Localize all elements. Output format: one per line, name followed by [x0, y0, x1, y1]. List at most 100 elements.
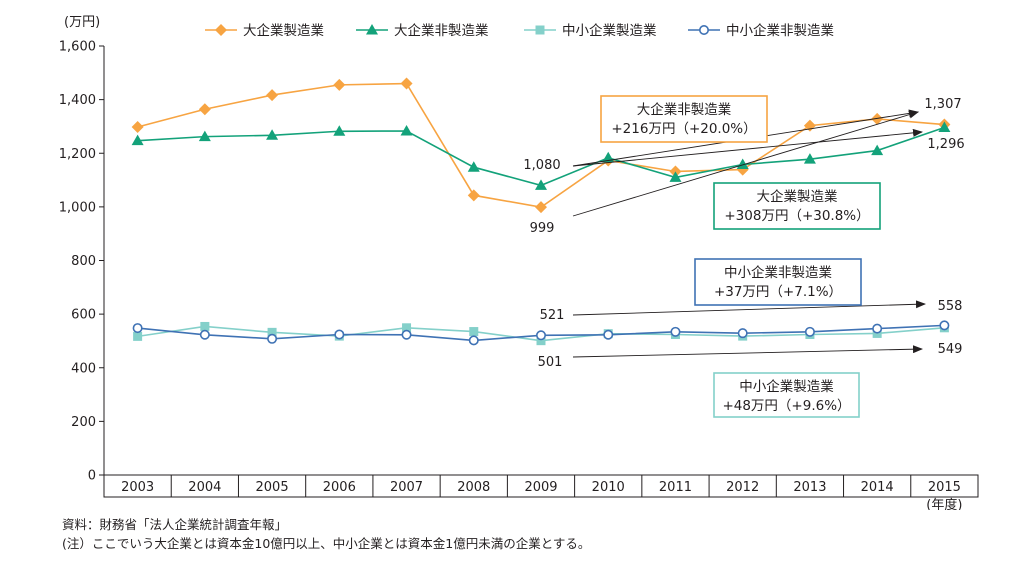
change-arrow: [572, 345, 923, 358]
change-box: [600, 95, 768, 143]
value-label: 1,296: [927, 137, 964, 152]
diamond-marker: [215, 24, 227, 36]
diamond-marker: [131, 120, 144, 133]
value-label: 999: [530, 221, 555, 236]
triangle-marker: [736, 158, 749, 170]
circle-marker: [199, 329, 210, 340]
change-box-title: 中小企業製造業: [739, 378, 834, 395]
change-box-value: +216万円（+20.0%）: [611, 121, 756, 137]
x-tick-label: 2011: [659, 480, 692, 495]
change-box: [713, 372, 860, 418]
square-marker: [469, 327, 479, 337]
square-marker: [402, 323, 412, 333]
value-label: 558: [938, 299, 963, 314]
square-marker: [200, 321, 210, 331]
circle-marker: [603, 329, 614, 340]
change-box-title: 中小企業非製造業: [724, 264, 832, 281]
footnote: (注）ここでいう大企業とは資本金10億円以上、中小企業とは資本金1億円未満の企業…: [62, 536, 591, 551]
value-label: 1,307: [924, 97, 961, 112]
triangle-marker: [803, 153, 816, 164]
change-box-title: 大企業非製造業: [637, 101, 732, 118]
x-tick-label: 2009: [524, 480, 557, 495]
axes: 0 200 400 600 800 1,000 1,200 1,400 1,600 2003 200…: [59, 15, 979, 510]
x-tick-label: 2007: [390, 480, 423, 495]
square-marker: [536, 336, 546, 346]
circle-marker: [939, 320, 950, 331]
triangle-marker: [535, 179, 547, 190]
x-tick-label: 2013: [793, 480, 826, 495]
square-marker: [133, 331, 143, 341]
y-tick-label: 600: [71, 308, 96, 323]
triangle-marker: [131, 134, 144, 146]
x-tick-label: 2014: [861, 480, 894, 495]
x-axis-band: [103, 474, 979, 498]
y-tick-label: 1,000: [59, 200, 96, 215]
x-tick-label: 2012: [726, 480, 759, 495]
change-arrow: [572, 110, 919, 217]
triangle-marker: [400, 124, 413, 136]
legend-label: 中小企業非製造業: [726, 22, 834, 39]
circle-marker: [334, 329, 345, 340]
y-tick-label: 1,200: [59, 147, 96, 162]
circle-marker: [698, 24, 709, 35]
triangle-marker: [938, 121, 951, 133]
square-marker: [535, 25, 545, 35]
circle-marker: [267, 333, 278, 344]
square-marker: [267, 327, 277, 337]
change-box: [694, 258, 862, 306]
change-arrow: [572, 300, 926, 316]
x-tick-label: 2008: [457, 480, 490, 495]
triangle-marker: [333, 125, 346, 136]
change-box-title: 大企業製造業: [757, 188, 838, 205]
source-note: 資料：財務省「法人企業統計調査年報」: [62, 517, 288, 532]
diamond-marker: [535, 201, 547, 214]
y-tick-label: 1,400: [59, 93, 96, 108]
circle-marker: [535, 330, 546, 341]
legend-label: 大企業製造業: [243, 22, 324, 39]
circle-marker: [670, 326, 681, 337]
change-arrow: [572, 128, 923, 167]
diamond-marker: [266, 89, 279, 102]
y-axis-unit-label: (万円): [64, 15, 100, 30]
value-label: 521: [540, 308, 565, 323]
x-tick-label: 2015: [928, 480, 961, 495]
circle-marker: [401, 329, 412, 340]
diamond-marker: [871, 112, 884, 125]
y-tick-label: 200: [71, 415, 96, 430]
x-tick-label: 2010: [592, 480, 625, 495]
x-tick-label: 2005: [256, 480, 289, 495]
diamond-marker: [400, 77, 413, 90]
value-label: 501: [538, 355, 563, 370]
change-box-value: +37万円（+7.1%）: [714, 284, 842, 300]
value-label: 549: [938, 342, 963, 357]
triangle-marker: [871, 144, 884, 156]
annotations: 1,307 1,296 1,080 999 521 558 501 549 大企業非製造業 +21…: [523, 95, 965, 418]
line-chart: 0 200 400 600 800 1,000 1,200 1,400 1,600 2003 200…: [59, 15, 979, 510]
series-line: [137, 126, 945, 187]
y-tick-label: 400: [71, 361, 96, 376]
change-box: [713, 182, 881, 230]
triangle-marker: [198, 130, 211, 142]
triangle-marker: [366, 24, 378, 35]
series-layer: [131, 77, 951, 346]
legend-label: 中小企業製造業: [562, 22, 657, 39]
triangle-marker: [266, 129, 279, 140]
x-tick-label: 2003: [121, 480, 154, 495]
y-tick-label: 800: [71, 254, 96, 269]
circle-marker: [468, 335, 479, 346]
diamond-marker: [467, 189, 480, 202]
circle-marker: [872, 323, 883, 334]
circle-marker: [804, 326, 815, 337]
x-axis-unit-label: (年度): [926, 497, 962, 510]
y-tick-label: 1,600: [59, 40, 96, 55]
triangle-marker: [669, 171, 682, 182]
x-tick-label: 2006: [323, 480, 356, 495]
x-tick-label: 2004: [188, 480, 221, 495]
change-box-value: +308万円（+30.8%）: [724, 208, 869, 224]
series-4: [132, 320, 950, 346]
triangle-marker: [467, 161, 480, 172]
circle-marker: [737, 328, 748, 339]
legend: 大企業製造業 大企業非製造業 中小企業製造業 中小企業非製造業: [205, 22, 834, 39]
value-label: 1,080: [523, 158, 560, 173]
diamond-marker: [198, 103, 211, 116]
